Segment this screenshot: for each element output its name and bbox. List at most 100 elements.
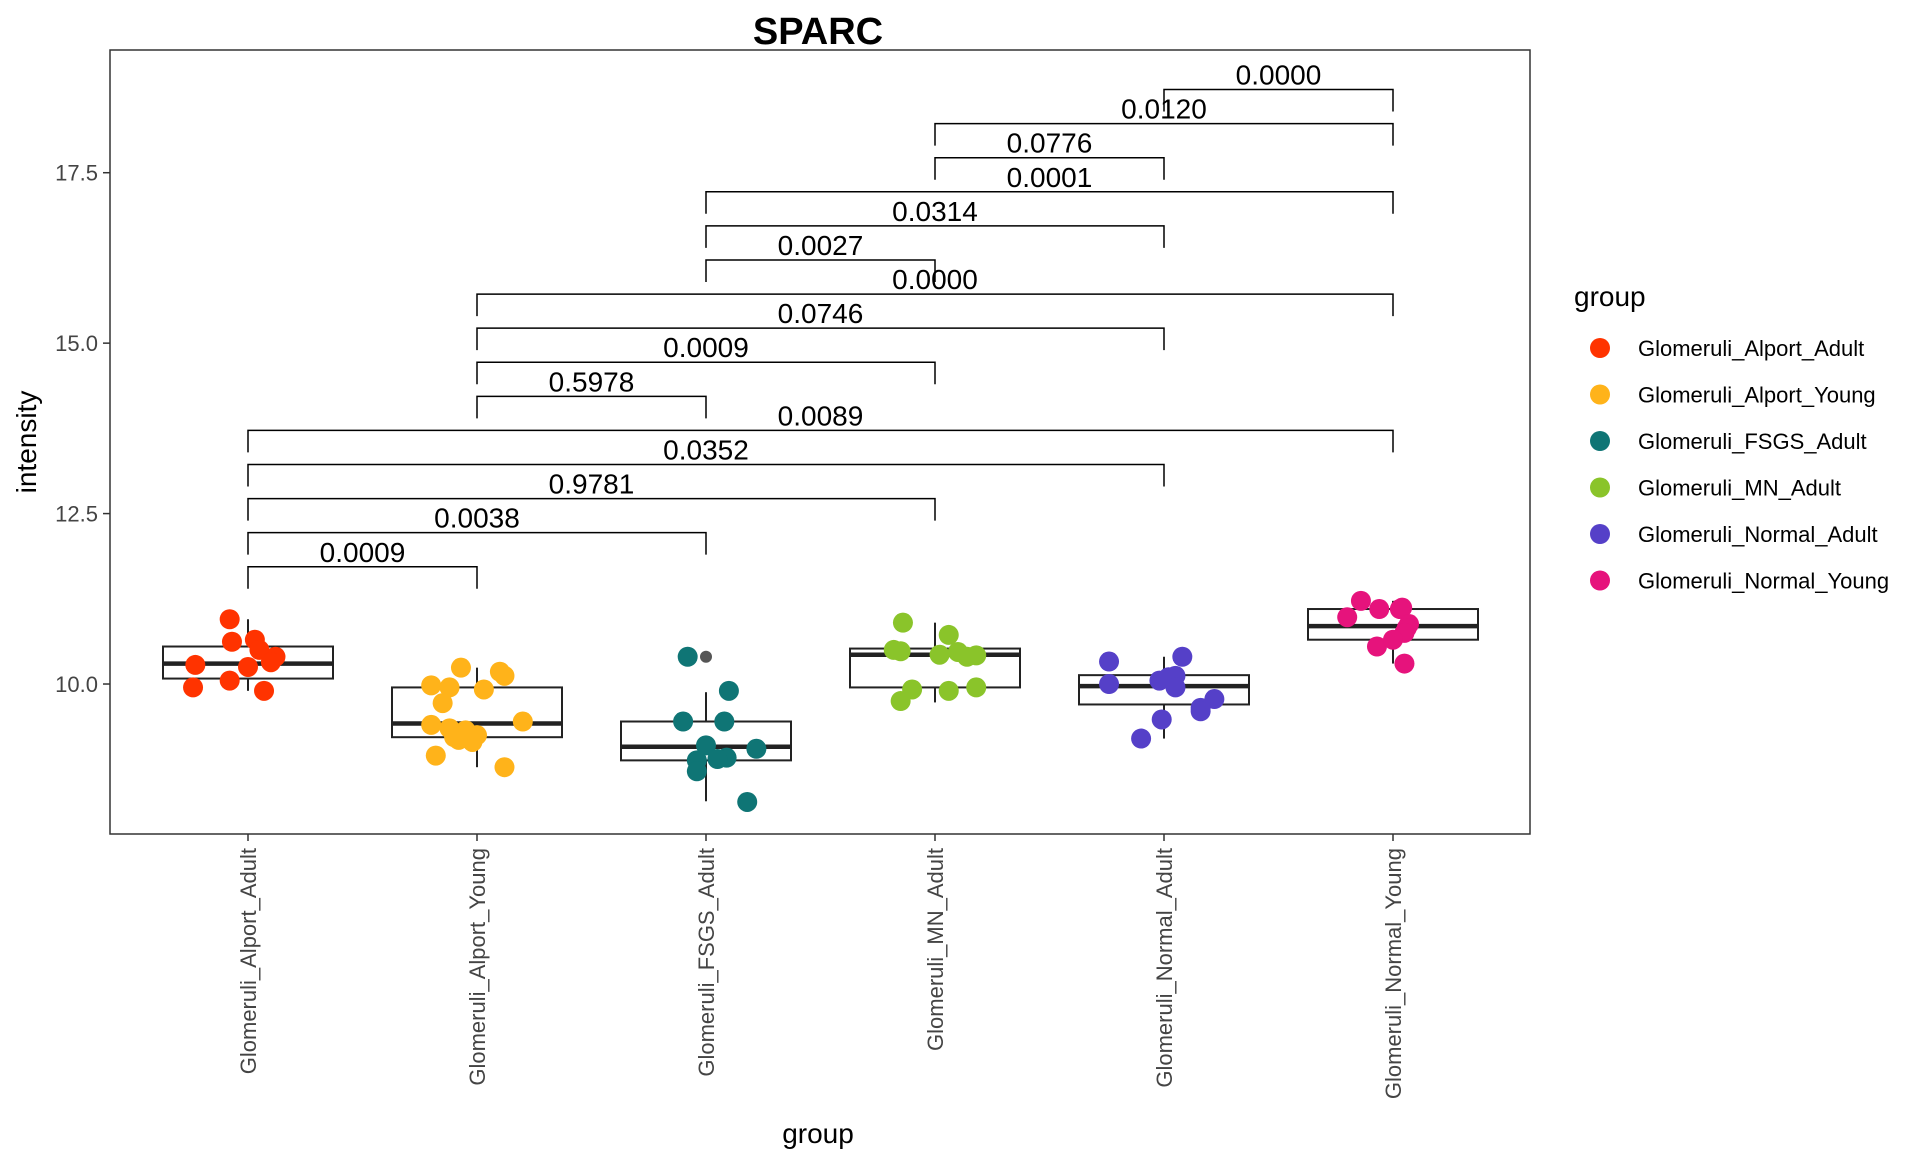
comparison-bracket [247, 497, 936, 521]
data-point [673, 711, 694, 732]
p-value-label: 0.0746 [778, 298, 864, 329]
data-point [425, 745, 446, 766]
x-axis-title: group [782, 1118, 854, 1149]
data-point [439, 677, 460, 698]
p-value-label: 0.0314 [892, 196, 978, 227]
data-points [183, 590, 1420, 812]
legend-title: group [1574, 281, 1646, 312]
data-point [185, 654, 206, 675]
data-point [1149, 670, 1170, 691]
comparison-bracket [934, 122, 1394, 146]
data-point [1099, 674, 1120, 695]
data-point [1369, 599, 1390, 620]
data-point [737, 791, 758, 812]
comparison-bracket [934, 156, 1165, 180]
chart-title: SPARC [753, 11, 883, 53]
data-point [966, 677, 987, 698]
data-point [494, 757, 515, 778]
legend-key [1590, 524, 1610, 544]
data-point [1131, 728, 1152, 749]
p-value-label: 0.0009 [320, 537, 406, 568]
data-point [183, 677, 204, 698]
data-point [221, 631, 242, 652]
data-point [1165, 677, 1186, 698]
plot-panel [109, 49, 1531, 835]
data-point [421, 675, 442, 696]
data-point [219, 670, 240, 691]
data-point [1350, 590, 1371, 611]
x-tick-label: Glomeruli_MN_Adult [923, 848, 948, 1051]
p-value-label: 0.0352 [663, 434, 749, 465]
legend-key [1590, 384, 1610, 405]
data-point [462, 731, 483, 752]
data-point [966, 645, 987, 666]
x-tick-label: Glomeruli_Alport_Young [465, 848, 490, 1086]
comparison-bracket [247, 531, 707, 555]
data-point [718, 680, 739, 701]
comparison-bracket [705, 259, 936, 282]
p-value-label: 0.5978 [549, 366, 635, 397]
legend-label: Glomeruli_FSGS_Adult [1638, 429, 1867, 454]
data-point [238, 656, 258, 677]
y-axis: 10.0 12.5 15.0 17.5 [55, 161, 110, 697]
x-tick-label: Glomeruli_Normal_Young [1381, 848, 1406, 1099]
data-point [421, 714, 442, 735]
legend-key [1590, 431, 1610, 451]
data-point [1394, 653, 1415, 674]
data-point [696, 735, 716, 756]
data-point [892, 612, 913, 633]
comparison-bracket [476, 327, 1165, 351]
data-point [746, 738, 767, 759]
legend-key [1590, 570, 1610, 591]
p-value-label: 0.0038 [434, 503, 520, 534]
comparison-bracket [476, 395, 707, 419]
legend-label: Glomeruli_Normal_Adult [1638, 522, 1878, 547]
p-value-label: 0.0001 [1007, 162, 1093, 193]
data-point [1392, 597, 1413, 618]
comparison-bracket [705, 191, 1394, 214]
data-point [890, 691, 911, 712]
data-point [686, 761, 707, 782]
legend-label: Glomeruli_MN_Adult [1638, 476, 1841, 501]
data-point [494, 665, 515, 686]
data-point [714, 711, 735, 732]
legend-label: Glomeruli_Alport_Young [1638, 383, 1876, 408]
x-tick-label: Glomeruli_Alport_Adult [236, 848, 261, 1074]
data-point [677, 646, 698, 667]
data-point [1151, 709, 1172, 730]
comparison-bracket [705, 225, 1165, 248]
data-point [219, 609, 240, 630]
p-value-label: 0.0027 [778, 230, 864, 261]
y-axis-title: intensity [11, 391, 42, 494]
data-point [1190, 701, 1211, 722]
comparison-brackets: 0.0009 0.0038 0.9781 0.0352 0.0089 0.5978 0.00… [247, 60, 1394, 589]
x-tick-label: Glomeruli_FSGS_Adult [694, 848, 719, 1077]
data-point [260, 652, 281, 673]
comparison-bracket [476, 361, 936, 385]
outlier-point [700, 650, 712, 663]
data-point [450, 657, 471, 678]
comparison-bracket [247, 429, 1394, 453]
legend-label: Glomeruli_Alport_Adult [1638, 336, 1864, 361]
x-tick-label: Glomeruli_Normal_Adult [1152, 848, 1177, 1088]
data-point [938, 680, 959, 701]
data-point [473, 679, 494, 700]
data-point [1172, 646, 1193, 667]
data-point [432, 693, 453, 714]
p-value-label: 0.0000 [1236, 60, 1322, 91]
legend-key [1590, 477, 1610, 498]
p-value-label: 0.0089 [778, 400, 864, 431]
comparison-bracket [247, 463, 1165, 487]
data-point [512, 711, 533, 732]
x-axis: Glomeruli_Alport_Adult Glomeruli_Alport_Y… [236, 834, 1406, 1099]
y-tick-label: 12.5 [55, 502, 98, 527]
data-point [1383, 629, 1403, 650]
data-point [254, 680, 275, 701]
y-tick-label: 17.5 [55, 161, 98, 186]
p-value-label: 0.9781 [549, 469, 635, 500]
legend: group Glomeruli_Alport_Adult Glomeruli_Al… [1574, 281, 1889, 594]
comparison-bracket [476, 293, 1394, 317]
y-tick-label: 15.0 [55, 331, 98, 356]
legend-key [1590, 338, 1610, 358]
